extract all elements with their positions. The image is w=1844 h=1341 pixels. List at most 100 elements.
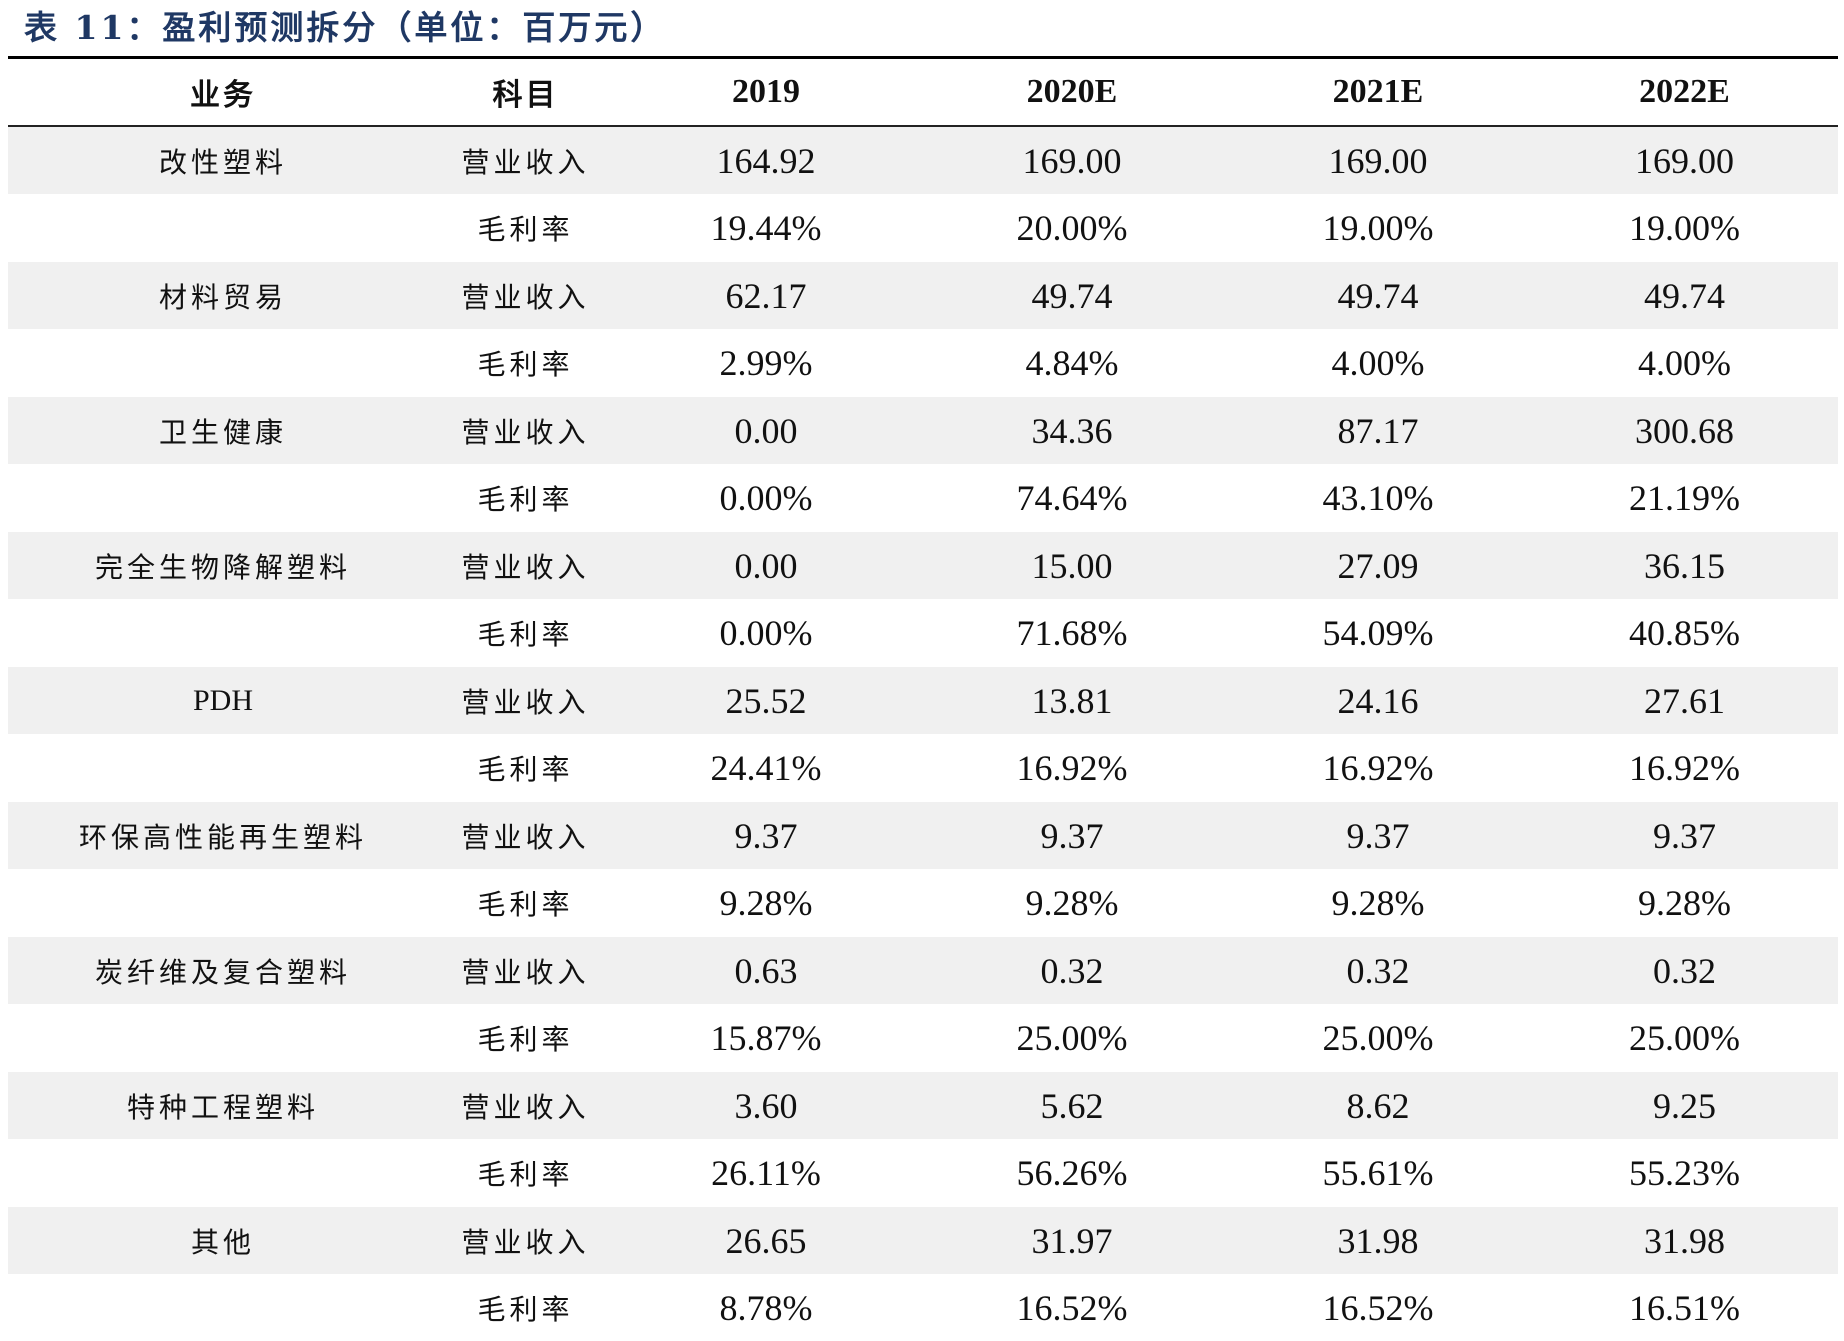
table-row: 毛利率 8.78% 16.52% 16.52% 16.51% <box>8 1274 1838 1341</box>
cell-business <box>8 1274 438 1341</box>
cell-value-2020e: 169.00 <box>919 125 1225 194</box>
cell-business: 完全生物降解塑料 <box>8 531 438 599</box>
cell-business <box>8 1004 438 1072</box>
table-row: 环保高性能再生塑料 营业收入 9.37 9.37 9.37 9.37 <box>8 801 1838 869</box>
cell-value-2022e: 40.85% <box>1629 612 1740 653</box>
table-row: 材料贸易 营业收入 62.17 49.74 49.74 49.74 <box>8 261 1838 329</box>
column-header-2020e: 2020E <box>919 59 1225 127</box>
cell-value-2021e: 8.62 <box>1225 1071 1531 1139</box>
table-row: 毛利率 2.99% 4.84% 4.00% 4.00% <box>8 329 1838 397</box>
table-row: 毛利率 0.00% 74.64% 43.10% 21.19% <box>8 464 1838 532</box>
table-row: 毛利率 19.44% 20.00% 19.00% 19.00% <box>8 194 1838 262</box>
cell-value-2022e: 16.51% <box>1629 1287 1740 1328</box>
table-row: 毛利率 0.00% 71.68% 54.09% 40.85% <box>8 599 1838 667</box>
cell-value-2020e: 56.26% <box>1016 1152 1128 1193</box>
cell-value-2021e: 0.32 <box>1225 936 1531 1004</box>
cell-value-2019: 2.99% <box>719 342 813 383</box>
cell-value-2019: 8.78% <box>719 1287 813 1328</box>
cell-metric: 营业收入 <box>438 936 613 1004</box>
cell-business <box>8 599 438 667</box>
cell-business: 卫生健康 <box>8 396 438 464</box>
cell-value-2021e: 49.74 <box>1225 261 1531 329</box>
table-row: 毛利率 15.87% 25.00% 25.00% 25.00% <box>8 1004 1838 1072</box>
table-row: 特种工程塑料 营业收入 3.60 5.62 8.62 9.25 <box>8 1071 1838 1139</box>
cell-value-2020e: 9.28% <box>1025 882 1119 923</box>
cell-value-2022e: 36.15 <box>1531 531 1838 599</box>
cell-metric: 营业收入 <box>438 666 613 734</box>
table-row: 毛利率 9.28% 9.28% 9.28% 9.28% <box>8 869 1838 937</box>
cell-business: 特种工程塑料 <box>8 1071 438 1139</box>
table-row: 炭纤维及复合塑料 营业收入 0.63 0.32 0.32 0.32 <box>8 936 1838 1004</box>
cell-value-2021e: 31.98 <box>1225 1206 1531 1274</box>
cell-value-2022e: 300.68 <box>1531 396 1838 464</box>
cell-value-2020e: 34.36 <box>919 396 1225 464</box>
column-header-2021e: 2021E <box>1225 59 1531 127</box>
cell-business: 炭纤维及复合塑料 <box>8 936 438 1004</box>
cell-metric: 营业收入 <box>438 125 613 194</box>
cell-value-2021e: 27.09 <box>1225 531 1531 599</box>
cell-value-2020e: 16.52% <box>1016 1287 1128 1328</box>
cell-value-2019: 24.41% <box>710 747 822 788</box>
cell-value-2020e: 13.81 <box>919 666 1225 734</box>
column-header-2019: 2019 <box>613 59 919 127</box>
cell-metric: 毛利率 <box>477 1292 574 1326</box>
cell-business <box>8 734 438 802</box>
cell-business <box>8 869 438 937</box>
cell-metric: 营业收入 <box>438 531 613 599</box>
cell-value-2019: 9.37 <box>613 801 919 869</box>
cell-metric: 营业收入 <box>438 1206 613 1274</box>
cell-value-2022e: 4.00% <box>1638 342 1731 383</box>
table-row: 毛利率 26.11% 56.26% 55.61% 55.23% <box>8 1139 1838 1207</box>
cell-value-2021e: 24.16 <box>1225 666 1531 734</box>
cell-value-2019: 25.52 <box>613 666 919 734</box>
header-row: 业务 科目 2019 2020E 2021E 2022E <box>8 59 1838 127</box>
cell-metric: 毛利率 <box>477 1157 574 1191</box>
cell-business: PDH <box>8 666 438 734</box>
cell-business <box>8 464 438 532</box>
cell-business: 材料贸易 <box>8 261 438 329</box>
cell-value-2021e: 54.09% <box>1322 612 1434 653</box>
cell-business: 其他 <box>8 1206 438 1274</box>
table-title: 表 11：盈利预测拆分（单位：百万元） <box>24 8 667 47</box>
cell-value-2021e: 43.10% <box>1322 477 1434 518</box>
table-row: 卫生健康 营业收入 0.00 34.36 87.17 300.68 <box>8 396 1838 464</box>
cell-value-2022e: 19.00% <box>1629 207 1740 248</box>
cell-value-2022e: 0.32 <box>1531 936 1838 1004</box>
cell-business <box>8 194 438 262</box>
cell-value-2020e: 49.74 <box>919 261 1225 329</box>
cell-value-2019: 15.87% <box>710 1017 822 1058</box>
cell-metric: 毛利率 <box>477 347 574 381</box>
cell-value-2020e: 0.32 <box>919 936 1225 1004</box>
cell-value-2020e: 16.92% <box>1016 747 1128 788</box>
cell-value-2022e: 21.19% <box>1629 477 1740 518</box>
cell-value-2019: 3.60 <box>613 1071 919 1139</box>
cell-value-2019: 0.63 <box>613 936 919 1004</box>
table-row: 完全生物降解塑料 营业收入 0.00 15.00 27.09 36.15 <box>8 531 1838 599</box>
cell-value-2021e: 169.00 <box>1225 125 1531 194</box>
cell-value-2022e: 169.00 <box>1531 125 1838 194</box>
column-header-metric: 科目 <box>438 59 613 127</box>
cell-value-2022e: 16.92% <box>1629 747 1740 788</box>
table-body: 改性塑料 营业收入 164.92 169.00 169.00 169.00 毛利率 19.44… <box>8 125 1838 1341</box>
cell-value-2020e: 20.00% <box>1016 207 1128 248</box>
cell-value-2022e: 31.98 <box>1531 1206 1838 1274</box>
table-row: 其他 营业收入 26.65 31.97 31.98 31.98 <box>8 1206 1838 1274</box>
cell-business <box>8 1139 438 1207</box>
cell-metric: 毛利率 <box>477 482 574 516</box>
cell-value-2021e: 4.00% <box>1331 342 1425 383</box>
cell-value-2019: 26.11% <box>711 1152 821 1193</box>
cell-value-2021e: 9.37 <box>1225 801 1531 869</box>
cell-metric: 毛利率 <box>477 887 574 921</box>
cell-value-2021e: 55.61% <box>1322 1152 1434 1193</box>
cell-metric: 营业收入 <box>438 261 613 329</box>
cell-value-2022e: 9.28% <box>1638 882 1731 923</box>
cell-value-2019: 164.92 <box>613 125 919 194</box>
table-row: 毛利率 24.41% 16.92% 16.92% 16.92% <box>8 734 1838 802</box>
cell-value-2022e: 9.37 <box>1531 801 1838 869</box>
cell-value-2019: 0.00 <box>613 531 919 599</box>
cell-value-2020e: 71.68% <box>1016 612 1128 653</box>
cell-value-2022e: 55.23% <box>1629 1152 1740 1193</box>
cell-value-2020e: 31.97 <box>919 1206 1225 1274</box>
table-row: PDH 营业收入 25.52 13.81 24.16 27.61 <box>8 666 1838 734</box>
cell-value-2019: 9.28% <box>719 882 813 923</box>
